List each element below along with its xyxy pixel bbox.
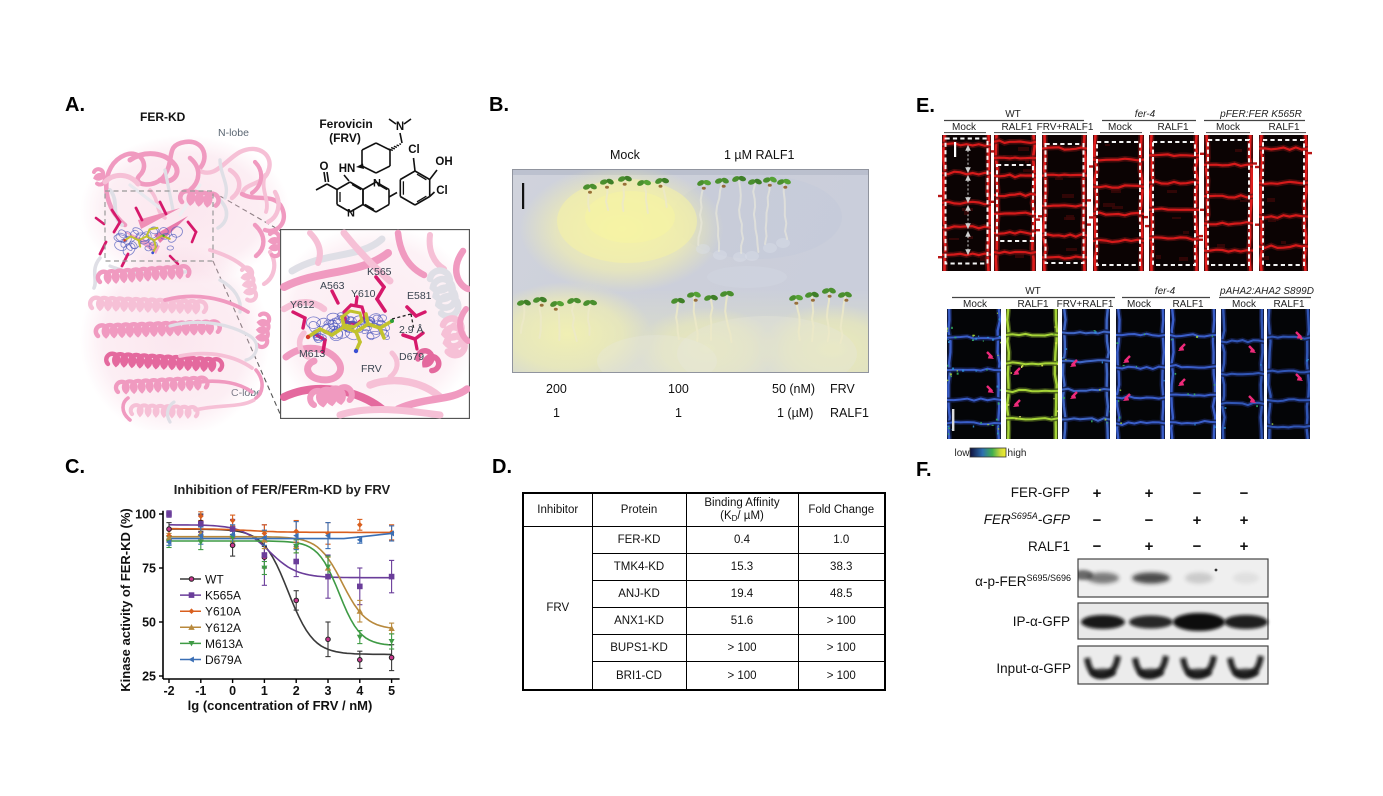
svg-text:RALF1: RALF1 (1273, 299, 1305, 310)
svg-text:fer-4: fer-4 (1135, 109, 1156, 120)
svg-text:5: 5 (388, 684, 395, 698)
svg-text:−: − (1193, 538, 1202, 555)
svg-text:2.9 Å: 2.9 Å (399, 323, 424, 336)
svg-text:75: 75 (142, 562, 156, 576)
svg-text:Mock: Mock (1108, 122, 1133, 133)
svg-text:Mock: Mock (1232, 299, 1257, 310)
svg-text:WT: WT (205, 573, 224, 587)
svg-text:N: N (347, 208, 355, 220)
svg-text:−: − (1240, 485, 1249, 502)
svg-text:pAHA2:AHA2 S899D: pAHA2:AHA2 S899D (1219, 286, 1314, 297)
svg-text:HN: HN (339, 163, 356, 175)
svg-text:α-p-FERS695/S696: α-p-FERS695/S696 (975, 573, 1071, 589)
svg-text:100: 100 (135, 508, 156, 522)
svg-text:FRV+RALF1: FRV+RALF1 (1057, 299, 1114, 310)
svg-text:Y612: Y612 (290, 299, 315, 311)
svg-text:0: 0 (229, 684, 236, 698)
svg-text:Mock: Mock (1216, 122, 1241, 133)
svg-text:FERS695A-GFP: FERS695A-GFP (984, 511, 1070, 527)
svg-text:K565A: K565A (205, 589, 241, 603)
svg-text:Cl: Cl (408, 144, 420, 156)
svg-text:Mock: Mock (1127, 299, 1152, 310)
svg-text:lg (concentration of FRV / nM): lg (concentration of FRV / nM) (188, 698, 373, 713)
svg-text:Inhibition of FER/FERm-KD by F: Inhibition of FER/FERm-KD by FRV (174, 482, 391, 497)
svg-text:D679: D679 (399, 351, 424, 363)
svg-text:−: − (1193, 485, 1202, 502)
svg-text:OH: OH (435, 156, 452, 168)
svg-text:Mock: Mock (952, 122, 977, 133)
svg-text:RALF1: RALF1 (1028, 539, 1070, 554)
svg-text:fer-4: fer-4 (1155, 286, 1176, 297)
svg-text:Mock: Mock (963, 299, 988, 310)
svg-text:25: 25 (142, 670, 156, 684)
svg-text:1: 1 (261, 684, 268, 698)
svg-text:2: 2 (293, 684, 300, 698)
svg-text:+: + (1240, 538, 1249, 555)
svg-text:+: + (1145, 485, 1154, 502)
svg-text:Cl: Cl (436, 185, 448, 197)
svg-text:RALF1: RALF1 (1001, 122, 1033, 133)
svg-text:N: N (396, 121, 404, 133)
svg-text:RALF1: RALF1 (1157, 122, 1189, 133)
svg-text:Y610: Y610 (351, 288, 376, 300)
svg-text:50: 50 (142, 616, 156, 630)
svg-text:FRV: FRV (361, 363, 382, 375)
svg-text:Input-α-GFP: Input-α-GFP (996, 661, 1071, 676)
svg-text:K565: K565 (367, 266, 392, 278)
svg-text:-1: -1 (195, 684, 206, 698)
svg-text:high: high (1008, 448, 1027, 459)
svg-text:D679A: D679A (205, 653, 242, 667)
svg-text:A563: A563 (320, 280, 345, 292)
svg-text:WT: WT (1005, 109, 1021, 120)
svg-text:O: O (320, 161, 329, 173)
svg-text:+: + (1093, 485, 1102, 502)
svg-text:+: + (1193, 512, 1202, 529)
svg-text:3: 3 (325, 684, 332, 698)
svg-text:-2: -2 (163, 684, 174, 698)
svg-text:−: − (1145, 512, 1154, 529)
svg-text:RALF1: RALF1 (1268, 122, 1300, 133)
svg-text:Kinase activity of FER-KD (%): Kinase activity of FER-KD (%) (118, 508, 133, 691)
svg-text:pFER:FER K565R: pFER:FER K565R (1219, 109, 1302, 120)
svg-text:RALF1: RALF1 (1172, 299, 1204, 310)
svg-text:−: − (1093, 538, 1102, 555)
svg-text:IP-α-GFP: IP-α-GFP (1013, 614, 1070, 629)
svg-text:−: − (1093, 512, 1102, 529)
svg-text:RALF1: RALF1 (1017, 299, 1049, 310)
svg-text:M613: M613 (299, 348, 325, 360)
svg-text:E581: E581 (407, 290, 432, 302)
svg-text:M613A: M613A (205, 637, 243, 651)
svg-text:(FRV): (FRV) (329, 131, 361, 145)
svg-text:FER-GFP: FER-GFP (1011, 485, 1070, 500)
svg-text:4: 4 (356, 684, 363, 698)
svg-text:Y610A: Y610A (205, 605, 241, 619)
svg-text:low: low (954, 448, 970, 459)
svg-text:Ferovicin: Ferovicin (319, 117, 372, 131)
svg-text:FRV+RALF1: FRV+RALF1 (1037, 122, 1094, 133)
svg-text:+: + (1240, 512, 1249, 529)
svg-text:Y612A: Y612A (205, 621, 241, 635)
svg-text:+: + (1145, 538, 1154, 555)
svg-text:WT: WT (1025, 286, 1041, 297)
svg-text:N: N (373, 178, 381, 190)
